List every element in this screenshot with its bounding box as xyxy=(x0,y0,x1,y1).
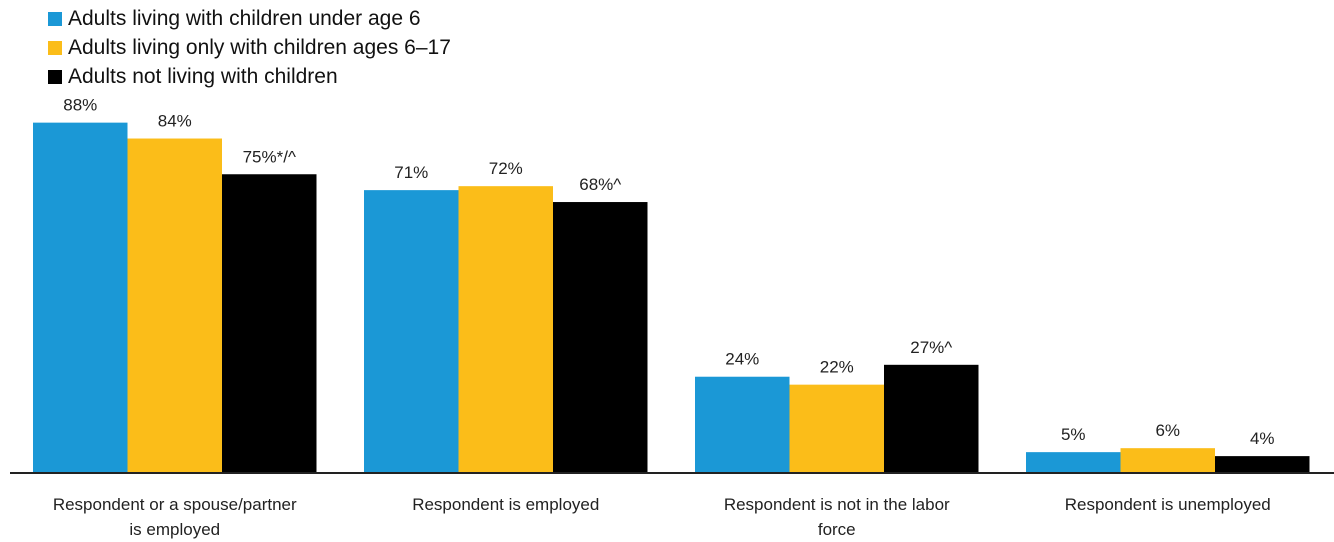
bar xyxy=(1215,456,1310,472)
legend: Adults living with children under age 6 … xyxy=(48,4,451,91)
legend-swatch-under-6 xyxy=(48,11,62,26)
data-label: 75%*/^ xyxy=(243,147,296,166)
bar xyxy=(364,190,459,472)
legend-label-6-17: Adults living only with children ages 6–… xyxy=(68,35,451,59)
data-label: 72% xyxy=(489,159,523,178)
legend-item-6-17: Adults living only with children ages 6–… xyxy=(48,33,451,62)
bar xyxy=(695,376,790,472)
category-label: Respondent or a spouse/partner is employe… xyxy=(53,495,297,539)
data-label: 27%^ xyxy=(910,338,952,357)
legend-swatch-no-children xyxy=(48,69,62,84)
bar xyxy=(33,122,128,472)
bar xyxy=(553,202,648,473)
bar xyxy=(1120,448,1215,472)
data-label: 68%^ xyxy=(579,175,621,194)
category-label: Respondent is not in the labor force xyxy=(724,495,950,539)
category-label: Respondent is unemployed xyxy=(1065,495,1271,514)
bar xyxy=(458,186,553,472)
data-label: 24% xyxy=(725,350,759,369)
bar xyxy=(222,174,317,472)
legend-label-no-children: Adults not living with children xyxy=(68,64,338,88)
data-label: 5% xyxy=(1061,425,1086,444)
data-label: 71% xyxy=(394,163,428,182)
legend-swatch-6-17 xyxy=(48,40,62,55)
data-label: 84% xyxy=(158,112,192,131)
data-label: 6% xyxy=(1155,421,1180,440)
legend-item-under-6: Adults living with children under age 6 xyxy=(48,4,451,33)
legend-label-under-6: Adults living with children under age 6 xyxy=(68,6,421,30)
bar xyxy=(884,364,979,472)
data-label: 4% xyxy=(1250,429,1275,448)
data-label: 88% xyxy=(63,96,97,115)
bar xyxy=(789,384,884,472)
data-label: 22% xyxy=(820,358,854,377)
bar xyxy=(127,138,222,472)
legend-item-no-children: Adults not living with children xyxy=(48,62,451,91)
category-label: Respondent is employed xyxy=(412,495,599,514)
bar xyxy=(1026,452,1121,472)
